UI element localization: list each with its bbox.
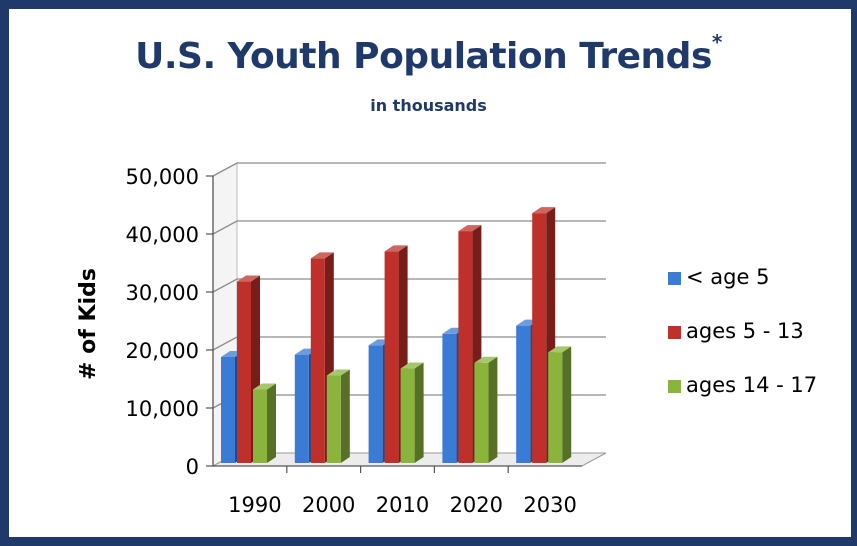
bar-top	[310, 252, 334, 259]
bar-2030-series-2	[548, 346, 572, 463]
bar-side	[267, 383, 276, 463]
chart-subtitle: in thousands	[370, 96, 487, 115]
x-tick-label: 2030	[523, 493, 576, 517]
y-tick-label: 20,000	[126, 339, 199, 363]
bar-front	[237, 281, 251, 463]
bar-2000-series-2	[326, 369, 350, 463]
bar-top	[458, 225, 482, 232]
title-footnote-mark: *	[711, 30, 722, 54]
y-tick-label: 30,000	[126, 281, 199, 305]
y-axis-label: # of Kids	[76, 268, 101, 380]
bar-front	[442, 333, 457, 463]
bar-top	[474, 356, 498, 363]
bar-top	[384, 245, 408, 252]
bar-front	[474, 362, 489, 463]
legend-item: < age 5	[668, 265, 769, 289]
legend-item: ages 5 - 13	[668, 319, 804, 343]
bar-front	[253, 389, 267, 463]
bar-front	[548, 352, 563, 463]
x-tick-label: 2000	[302, 493, 355, 517]
y-tick-label: 0	[186, 455, 199, 479]
x-tick-label: 1990	[228, 493, 281, 517]
chart-legend: < age 5 ages 5 - 13 ages 14 - 17	[668, 265, 817, 397]
bar-top	[400, 362, 424, 369]
bar-top	[326, 369, 350, 376]
bar-top	[532, 207, 556, 214]
bar-top	[237, 275, 260, 282]
bar-front	[400, 368, 415, 463]
bar-front	[458, 231, 473, 463]
bar-side	[340, 369, 350, 463]
x-tick-label: 2010	[376, 493, 429, 517]
y-tick-label: 40,000	[126, 223, 199, 247]
y-tick-label: 10,000	[126, 397, 199, 421]
legend-swatch	[668, 326, 681, 339]
chart-bars	[221, 207, 572, 463]
bar-front	[384, 251, 399, 463]
x-tick-labels: 1990 2000 2010 2020 2030	[228, 493, 577, 517]
chart-axes	[206, 175, 582, 473]
gridline	[212, 162, 606, 177]
gridline	[212, 220, 606, 235]
bar-1990-series-2	[253, 383, 276, 463]
x-tick-label: 2020	[450, 493, 503, 517]
legend-swatch	[668, 272, 681, 285]
legend-label: ages 14 - 17	[686, 373, 817, 397]
y-tick-label: 50,000	[126, 165, 199, 189]
bar-2010-series-2	[400, 362, 424, 463]
bar-front	[532, 213, 547, 463]
bar-front	[326, 375, 341, 463]
chart-title-text: U.S. Youth Population Trends	[135, 36, 712, 77]
bar-front	[368, 345, 383, 463]
bar-front	[516, 325, 531, 463]
legend-swatch	[668, 380, 681, 393]
legend-label: < age 5	[686, 265, 769, 289]
bar-side	[414, 362, 424, 463]
legend-item: ages 14 - 17	[668, 373, 817, 397]
bar-2020-series-2	[474, 356, 498, 463]
bar-front	[310, 258, 325, 463]
bar-top	[253, 383, 276, 390]
y-tick-labels: 0 10,000 20,000 30,000 40,000 50,000	[126, 165, 199, 479]
bar-front	[294, 354, 309, 463]
bar-top	[548, 346, 572, 353]
bar-side	[562, 346, 572, 463]
bar-front	[221, 356, 235, 463]
chart-title: U.S. Youth Population Trends*	[0, 30, 857, 77]
gridline	[212, 278, 606, 293]
legend-label: ages 5 - 13	[686, 319, 804, 343]
bar-side	[488, 356, 498, 463]
